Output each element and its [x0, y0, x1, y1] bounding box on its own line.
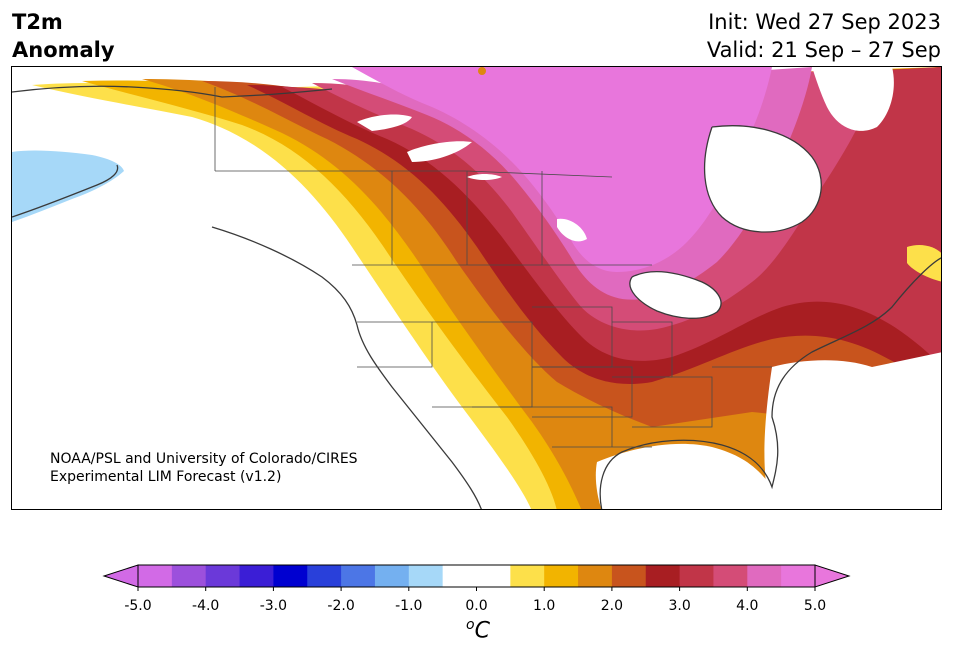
colorbar-cell — [611, 565, 647, 587]
colorbar-tick-label: 4.0 — [736, 598, 759, 614]
coastlines — [12, 85, 941, 509]
colorbar-cell — [578, 565, 613, 587]
colorbar-tick-label: 1.0 — [533, 598, 556, 614]
great-lakes — [629, 271, 722, 319]
colorbar-cell — [239, 565, 274, 587]
colorbar-tick-label: 0.0 — [465, 598, 488, 614]
colorbar-tick-label: 2.0 — [600, 598, 624, 614]
colorbar-cell — [645, 565, 681, 587]
political-borders — [214, 87, 772, 448]
map-title: T2m Anomaly — [12, 8, 115, 64]
colorbar-cell — [679, 565, 714, 587]
colorbar-units: oC — [466, 617, 490, 643]
colorbar-tick-label: 3.0 — [668, 598, 691, 614]
map-title-line2: Anomaly — [12, 38, 115, 62]
greenland-hotspot — [478, 67, 486, 75]
pacific-ocean — [12, 215, 481, 509]
colorbar-ticks — [137, 587, 816, 591]
colorbar-cell — [205, 565, 241, 587]
forecast-timing: Init: Wed 27 Sep 2023 Valid: 21 Sep – 27… — [707, 8, 941, 64]
white-lakes-prairie — [357, 114, 587, 242]
colorbar-tick-label: 5.0 — [803, 598, 827, 614]
colorbar-cell — [476, 565, 511, 587]
colorbar-cell — [307, 565, 342, 587]
units-symbol: C — [474, 618, 490, 644]
units-degree: o — [466, 617, 475, 633]
colorbar-cell — [374, 565, 410, 587]
cold-anomaly-alaska — [12, 150, 124, 222]
colorbar-cell — [781, 565, 816, 587]
colorbar-cell — [341, 565, 376, 587]
colorbar-cell — [510, 565, 545, 587]
map-canvas — [12, 67, 941, 509]
atlantic-ocean — [764, 352, 941, 509]
colorbar — [102, 564, 851, 591]
colorbar-cell — [273, 565, 308, 587]
anomaly-map: NOAA/PSL and University of Colorado/CIRE… — [11, 66, 942, 510]
valid-range: Valid: 21 Sep – 27 Sep — [706, 38, 941, 62]
credit-line1: NOAA/PSL and University of Colorado/CIRE… — [50, 451, 358, 467]
colorbar-tick-label: -5.0 — [124, 598, 152, 614]
colorbar-tick-label: -3.0 — [259, 598, 288, 614]
colorbar-cell — [544, 565, 579, 587]
data-credit: NOAA/PSL and University of Colorado/CIRE… — [50, 450, 358, 486]
baffin-bay — [812, 67, 894, 131]
anomaly-band-5-0 — [352, 67, 772, 272]
colorbar-cell — [713, 565, 748, 587]
colorbar-tick-label: -2.0 — [327, 598, 355, 614]
colorbar-tick-label: -1.0 — [395, 598, 423, 614]
colorbar-cell — [171, 565, 207, 587]
credit-line2: Experimental LIM Forecast (v1.2) — [50, 469, 282, 485]
colorbar-cell — [408, 565, 444, 587]
colorbar-tick-label: -4.0 — [192, 598, 220, 614]
atlantic-yellow-margin — [907, 245, 941, 282]
map-title-line1: T2m — [12, 10, 63, 34]
colorbar-cells — [102, 564, 851, 588]
init-date: Init: Wed 27 Sep 2023 — [708, 10, 941, 34]
colorbar-extend-low — [102, 564, 139, 588]
gulf-of-mexico — [595, 443, 772, 509]
hudson-bay — [704, 125, 822, 233]
colorbar-extend-high — [814, 564, 851, 588]
colorbar-cell — [138, 565, 173, 587]
colorbar-cell — [442, 565, 477, 587]
colorbar-cell — [747, 565, 782, 587]
